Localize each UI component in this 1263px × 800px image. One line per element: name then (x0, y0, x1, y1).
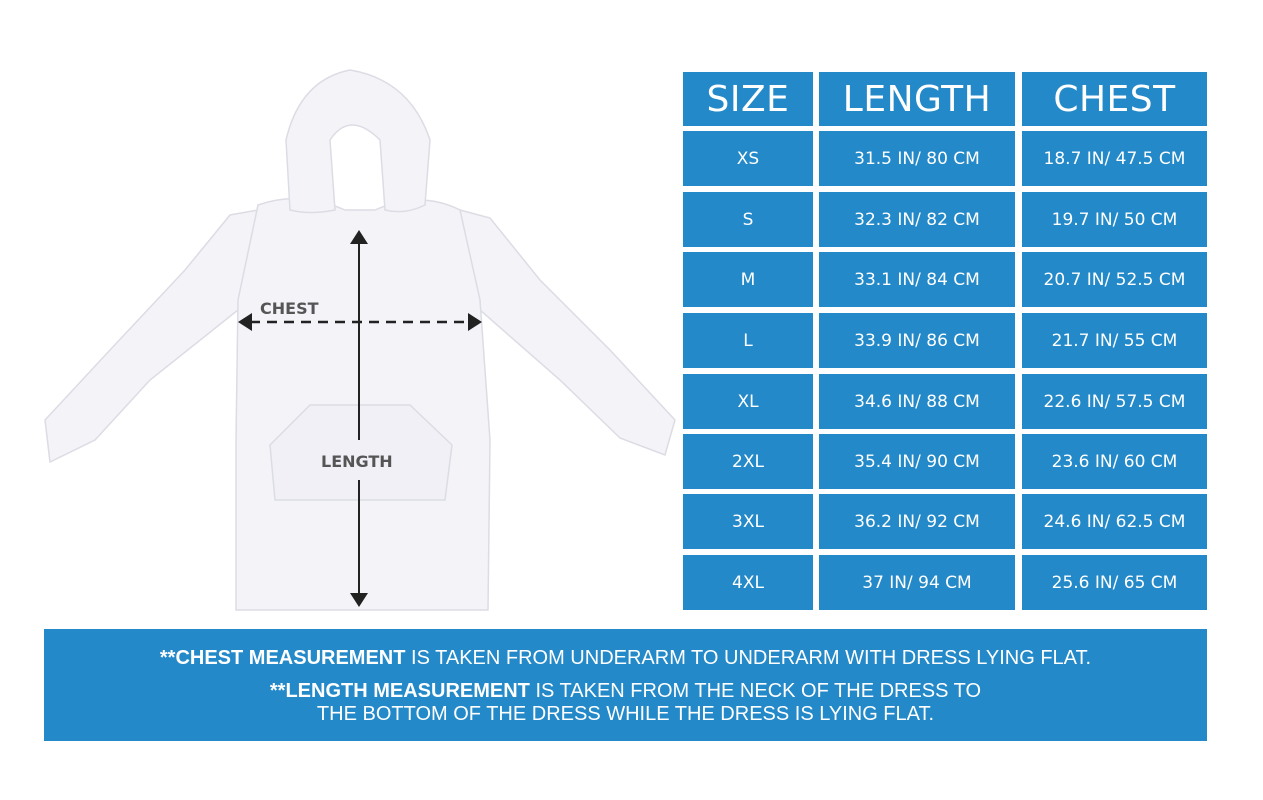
cell-size: 3XL (683, 494, 813, 549)
chest-note-bold: **CHEST MEASUREMENT (159, 647, 406, 669)
header-chest: CHEST (1022, 72, 1207, 126)
cell-size: 4XL (683, 555, 813, 610)
cell-chest: 20.7 IN/ 52.5 CM (1022, 252, 1207, 307)
cell-chest: 19.7 IN/ 50 CM (1022, 192, 1207, 247)
cell-length: 32.3 IN/ 82 CM (819, 192, 1015, 247)
cell-size: S (683, 192, 813, 247)
cell-size: M (683, 252, 813, 307)
hoodie-dress-diagram: CHEST LENGTH (44, 69, 676, 611)
cell-size: 2XL (683, 434, 813, 489)
chest-label: CHEST (260, 299, 319, 318)
cell-length: 31.5 IN/ 80 CM (819, 131, 1015, 186)
measurement-notes: **CHEST MEASUREMENT IS TAKEN FROM UNDERA… (44, 629, 1207, 741)
header-length: LENGTH (819, 72, 1015, 126)
cell-chest: 24.6 IN/ 62.5 CM (1022, 494, 1207, 549)
chest-note: **CHEST MEASUREMENT IS TAKEN FROM UNDERA… (44, 647, 1207, 670)
length-note: **LENGTH MEASUREMENT IS TAKEN FROM THE N… (44, 680, 1207, 703)
cell-chest: 18.7 IN/ 47.5 CM (1022, 131, 1207, 186)
header-size: SIZE (683, 72, 813, 126)
cell-size: XL (683, 374, 813, 429)
hoodie-illustration (44, 69, 676, 611)
cell-length: 34.6 IN/ 88 CM (819, 374, 1015, 429)
cell-chest: 25.6 IN/ 65 CM (1022, 555, 1207, 610)
chest-note-text: IS TAKEN FROM UNDERARM TO UNDERARM WITH … (405, 647, 1092, 669)
length-note-text: IS TAKEN FROM THE NECK OF THE DRESS TO (529, 680, 982, 702)
length-measure-arrow (350, 230, 368, 607)
cell-length: 33.1 IN/ 84 CM (819, 252, 1015, 307)
cell-chest: 22.6 IN/ 57.5 CM (1022, 374, 1207, 429)
cell-chest: 21.7 IN/ 55 CM (1022, 313, 1207, 368)
cell-size: L (683, 313, 813, 368)
cell-length: 35.4 IN/ 90 CM (819, 434, 1015, 489)
cell-chest: 23.6 IN/ 60 CM (1022, 434, 1207, 489)
length-note-line2: THE BOTTOM OF THE DRESS WHILE THE DRESS … (316, 703, 935, 725)
cell-length: 37 IN/ 94 CM (819, 555, 1015, 610)
cell-length: 36.2 IN/ 92 CM (819, 494, 1015, 549)
length-label: LENGTH (321, 452, 393, 471)
cell-length: 33.9 IN/ 86 CM (819, 313, 1015, 368)
length-note-bold: **LENGTH MEASUREMENT (269, 680, 530, 702)
cell-size: XS (683, 131, 813, 186)
